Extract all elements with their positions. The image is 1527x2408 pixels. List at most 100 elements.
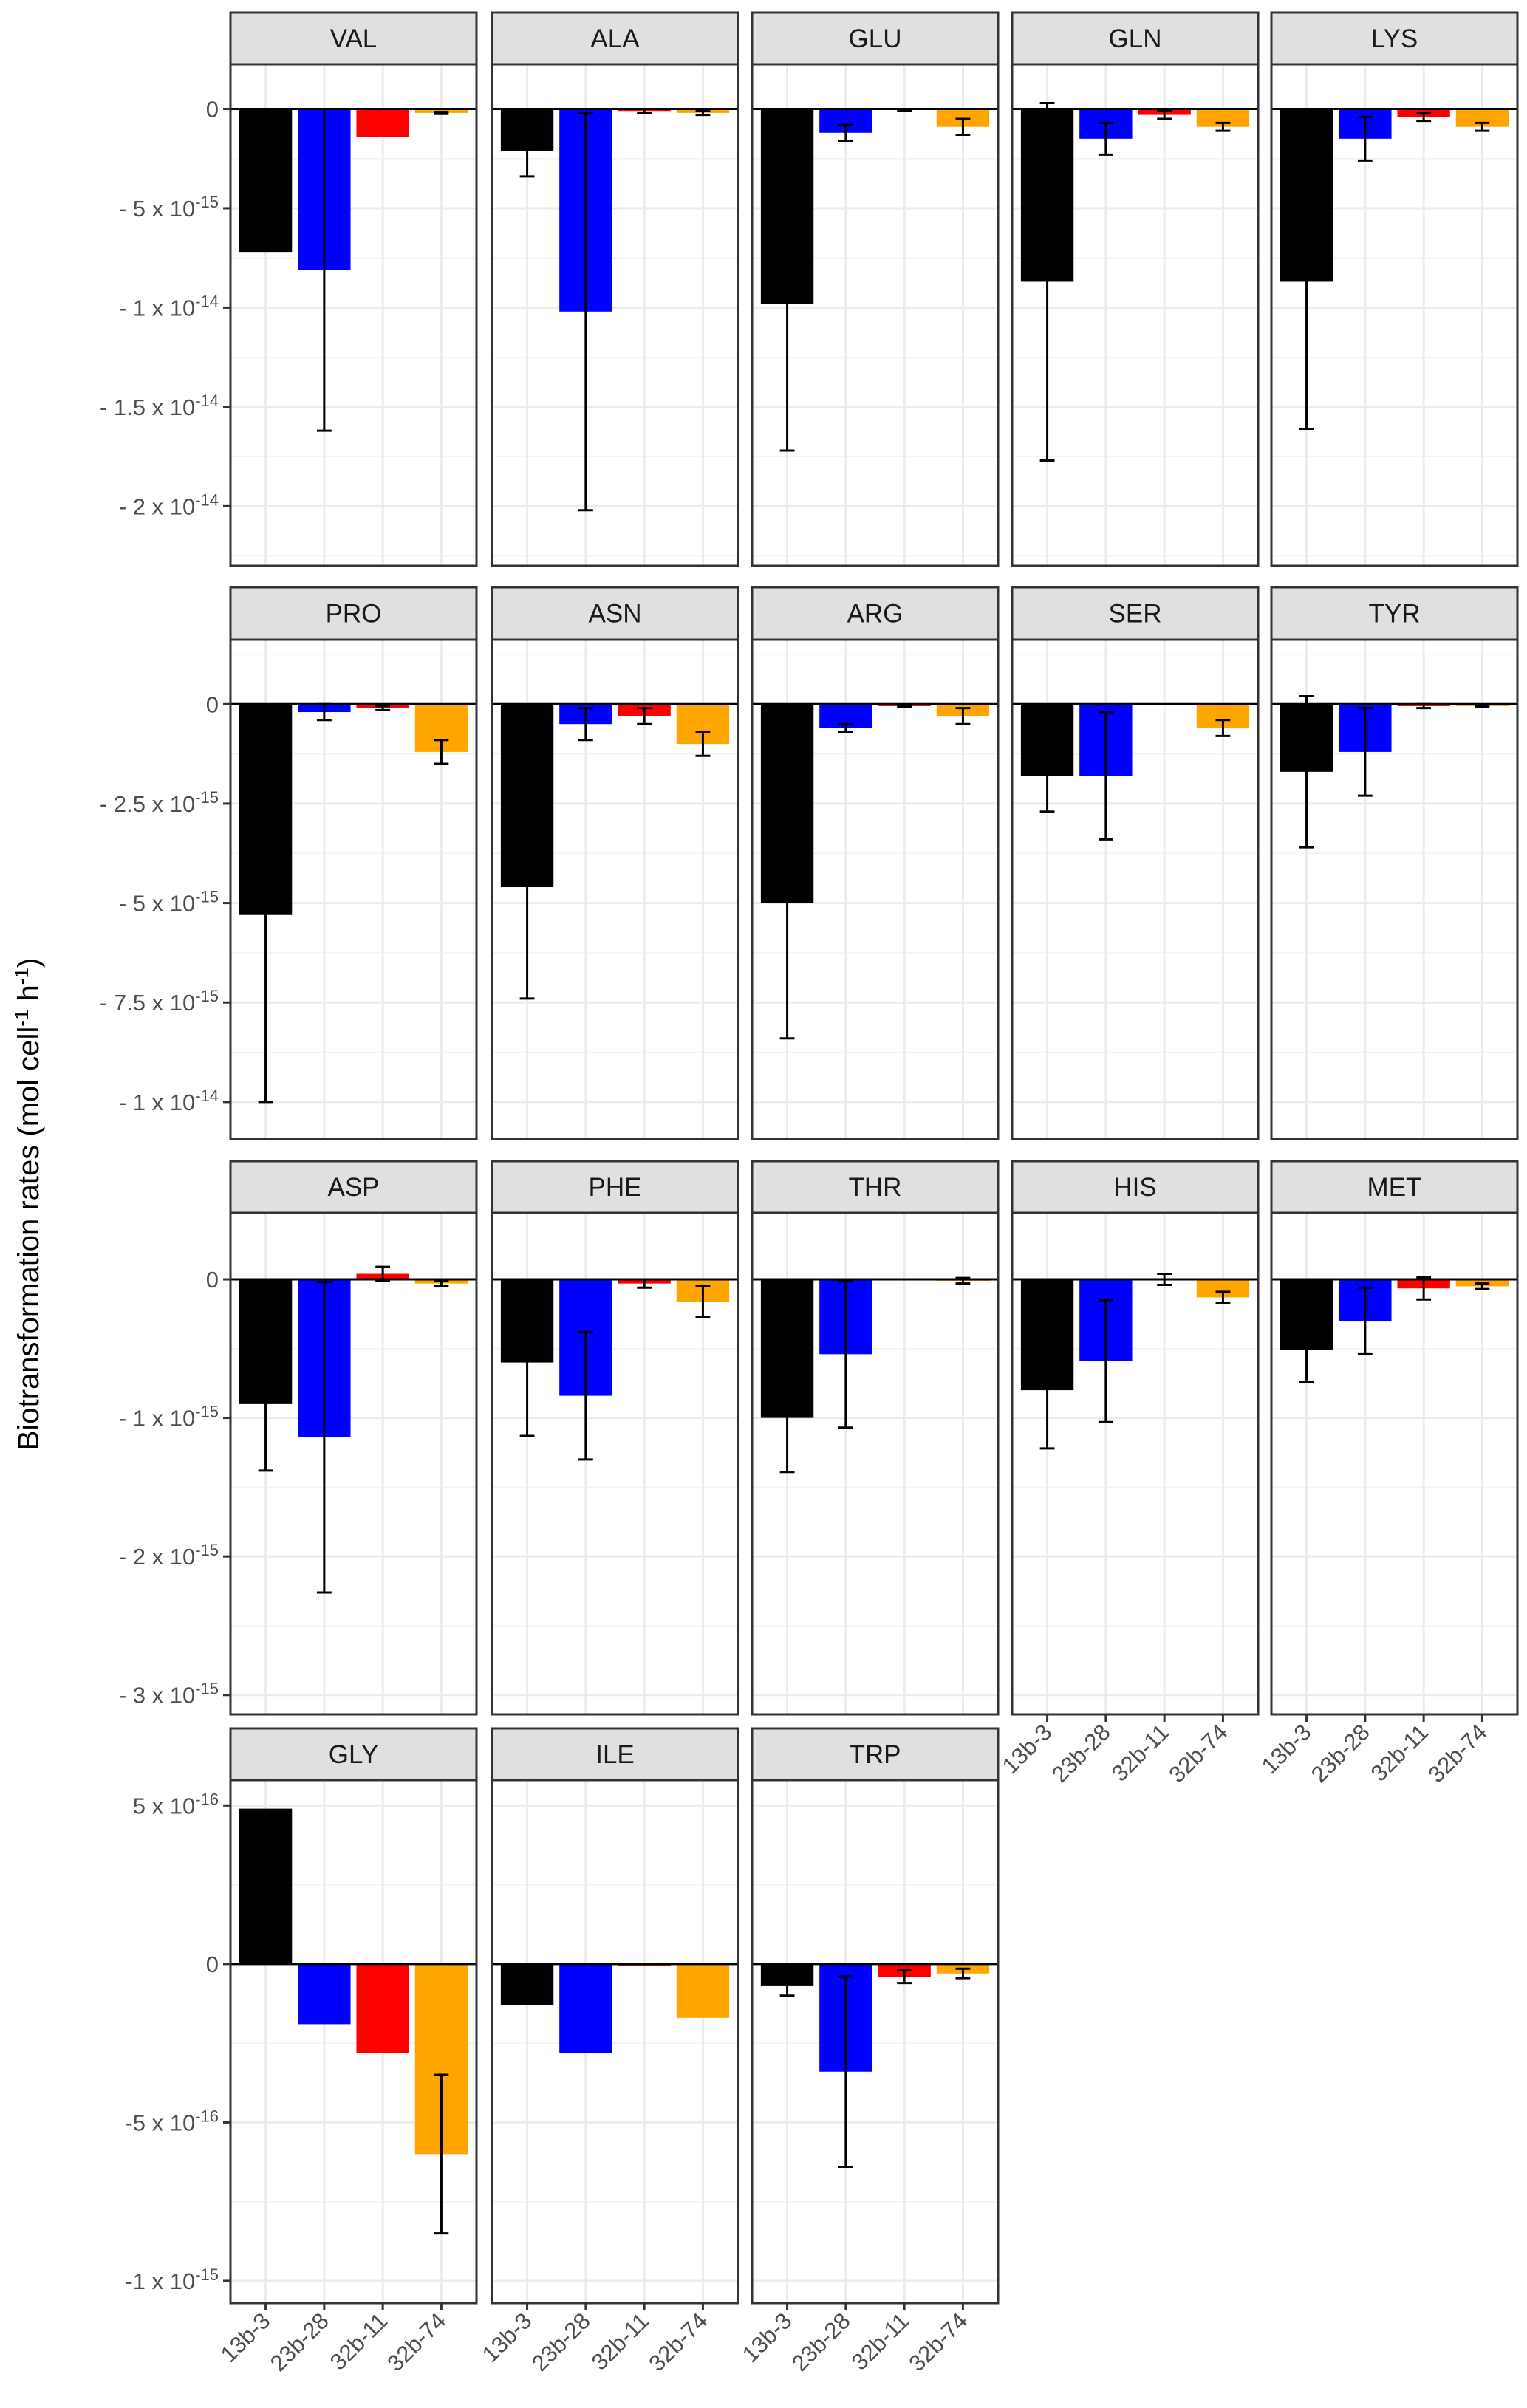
error-bar-23b-28 <box>578 707 593 742</box>
strip-label: GLY <box>329 1740 378 1769</box>
strip-label: ASP <box>327 1173 379 1202</box>
panel-phe: PHE <box>491 1160 739 1716</box>
y-tick-label: 0 <box>206 1952 219 1977</box>
x-tick-label: 32b-74 <box>382 2308 451 2376</box>
strip-label: ASN <box>589 600 642 629</box>
strip <box>1011 11 1260 66</box>
strip <box>491 1160 739 1214</box>
error-bar-23b-28 <box>578 112 593 512</box>
error-bar-32b-74 <box>955 1967 971 1980</box>
panel-pro: PRO 0 - 2.5 x 10-15 - 5 x 10-15 - 7.5 x 10-1… <box>100 586 478 1140</box>
error-bar-32b-74 <box>955 1276 971 1285</box>
strip <box>491 1727 739 1782</box>
y-tick-label: - 1 x 10-14 <box>119 292 219 321</box>
error-bar-13b-3 <box>258 1336 273 1472</box>
error-bar-13b-3 <box>779 155 795 452</box>
error-bar-32b-74 <box>1215 1290 1231 1304</box>
panel-lys: LYS <box>1270 11 1519 567</box>
strip-label: GLU <box>849 24 902 53</box>
error-bar-32b-11 <box>897 704 912 708</box>
error-bar-23b-28 <box>838 722 853 733</box>
x-tick-label: 32b-74 <box>643 2308 712 2376</box>
error-bar-32b-74 <box>1215 121 1231 132</box>
error-bar-23b-28 <box>316 1281 332 1594</box>
panel-glu: GLU <box>751 11 1000 567</box>
x-tick-label: 32b-11 <box>587 2308 654 2375</box>
bar-23b-28 <box>559 1963 612 2053</box>
strip-label: ARG <box>847 600 903 629</box>
error-bar-23b-28 <box>316 702 332 722</box>
strip-label: ILE <box>595 1740 635 1769</box>
error-bar-32b-11 <box>1416 1276 1432 1301</box>
strip <box>229 11 478 66</box>
error-bar-32b-74 <box>1475 121 1490 132</box>
error-bar-13b-3 <box>519 1287 535 1437</box>
error-bar-32b-74 <box>695 109 711 117</box>
bar-23b-28 <box>298 1963 351 2025</box>
error-bar-32b-74 <box>695 1285 711 1318</box>
x-tick-label: 23b-28 <box>787 2308 855 2376</box>
error-bar-13b-3 <box>1039 1330 1055 1450</box>
strip-label: TRP <box>850 1740 901 1769</box>
strip <box>751 1160 1000 1214</box>
x-tick-label: 32b-11 <box>325 2308 392 2375</box>
x-tick-label: 32b-74 <box>903 2308 972 2376</box>
error-bar-32b-11 <box>897 108 912 112</box>
strip <box>1270 586 1519 641</box>
error-bar-23b-28 <box>838 1975 853 2168</box>
strip <box>751 586 1000 641</box>
bar-32b-11 <box>356 109 409 137</box>
strip <box>491 11 739 66</box>
y-tick-label: - 5 x 10-15 <box>119 888 219 917</box>
strip <box>229 1160 478 1214</box>
error-bar-13b-3 <box>1299 133 1314 430</box>
y-tick-label: - 2.5 x 10-15 <box>100 788 219 817</box>
error-bar-32b-74 <box>1475 1282 1490 1290</box>
bar-32b-11 <box>356 1963 409 2053</box>
strip-label: SER <box>1109 600 1162 629</box>
error-bar-32b-11 <box>1157 1273 1172 1287</box>
x-tick-label: 32b-11 <box>1107 1719 1174 1786</box>
error-bar-13b-3 <box>779 1362 795 1474</box>
strip-label: VAL <box>330 24 378 53</box>
panel-ala: ALA <box>491 11 739 567</box>
bar-13b-3 <box>239 109 293 253</box>
error-bar-32b-74 <box>434 1279 449 1287</box>
strip <box>491 586 739 641</box>
error-bar-32b-11 <box>375 1265 391 1282</box>
x-tick-label: 32b-74 <box>1423 1719 1492 1788</box>
strip-label: PRO <box>326 600 382 629</box>
error-bar-23b-28 <box>1098 121 1113 156</box>
strip-label: THR <box>849 1173 902 1202</box>
error-bar-23b-28 <box>1098 1299 1113 1423</box>
strip <box>751 1727 1000 1782</box>
error-bar-32b-11 <box>1416 112 1432 123</box>
panel-gln: GLN <box>1011 11 1260 567</box>
error-bar-23b-28 <box>838 1279 853 1429</box>
strip-label: ALA <box>590 24 640 53</box>
y-tick-label: - 1.5 x 10-14 <box>100 391 219 420</box>
y-tick-label: - 3 x 10-15 <box>119 1680 219 1708</box>
strip-label: LYS <box>1371 24 1418 53</box>
error-bar-13b-3 <box>779 1975 795 1997</box>
strip <box>1270 11 1519 66</box>
error-bar-32b-11 <box>637 1278 652 1289</box>
error-bar-13b-3 <box>1299 1317 1314 1383</box>
error-bar-32b-74 <box>955 117 971 136</box>
error-bar-32b-74 <box>955 707 971 725</box>
error-bar-32b-74 <box>434 111 449 115</box>
error-bar-32b-74 <box>434 2073 449 2235</box>
error-bar-23b-28 <box>838 123 853 143</box>
strip <box>751 11 1000 66</box>
error-bar-23b-28 <box>1357 707 1373 797</box>
y-tick-label: - 7.5 x 10-15 <box>100 987 219 1016</box>
error-bar-23b-28 <box>1357 1286 1373 1355</box>
error-bar-32b-74 <box>1215 719 1231 737</box>
error-bar-32b-11 <box>375 705 391 711</box>
panel-asp: ASP 0 - 1 x 10-15 - 2 x 10-15 - 3 x 10-15 <box>119 1160 478 1716</box>
x-tick-label: 23b-28 <box>527 2308 595 2376</box>
panel-background <box>492 1780 738 2303</box>
error-bar-32b-74 <box>695 731 711 757</box>
panel-background <box>752 1780 998 2303</box>
